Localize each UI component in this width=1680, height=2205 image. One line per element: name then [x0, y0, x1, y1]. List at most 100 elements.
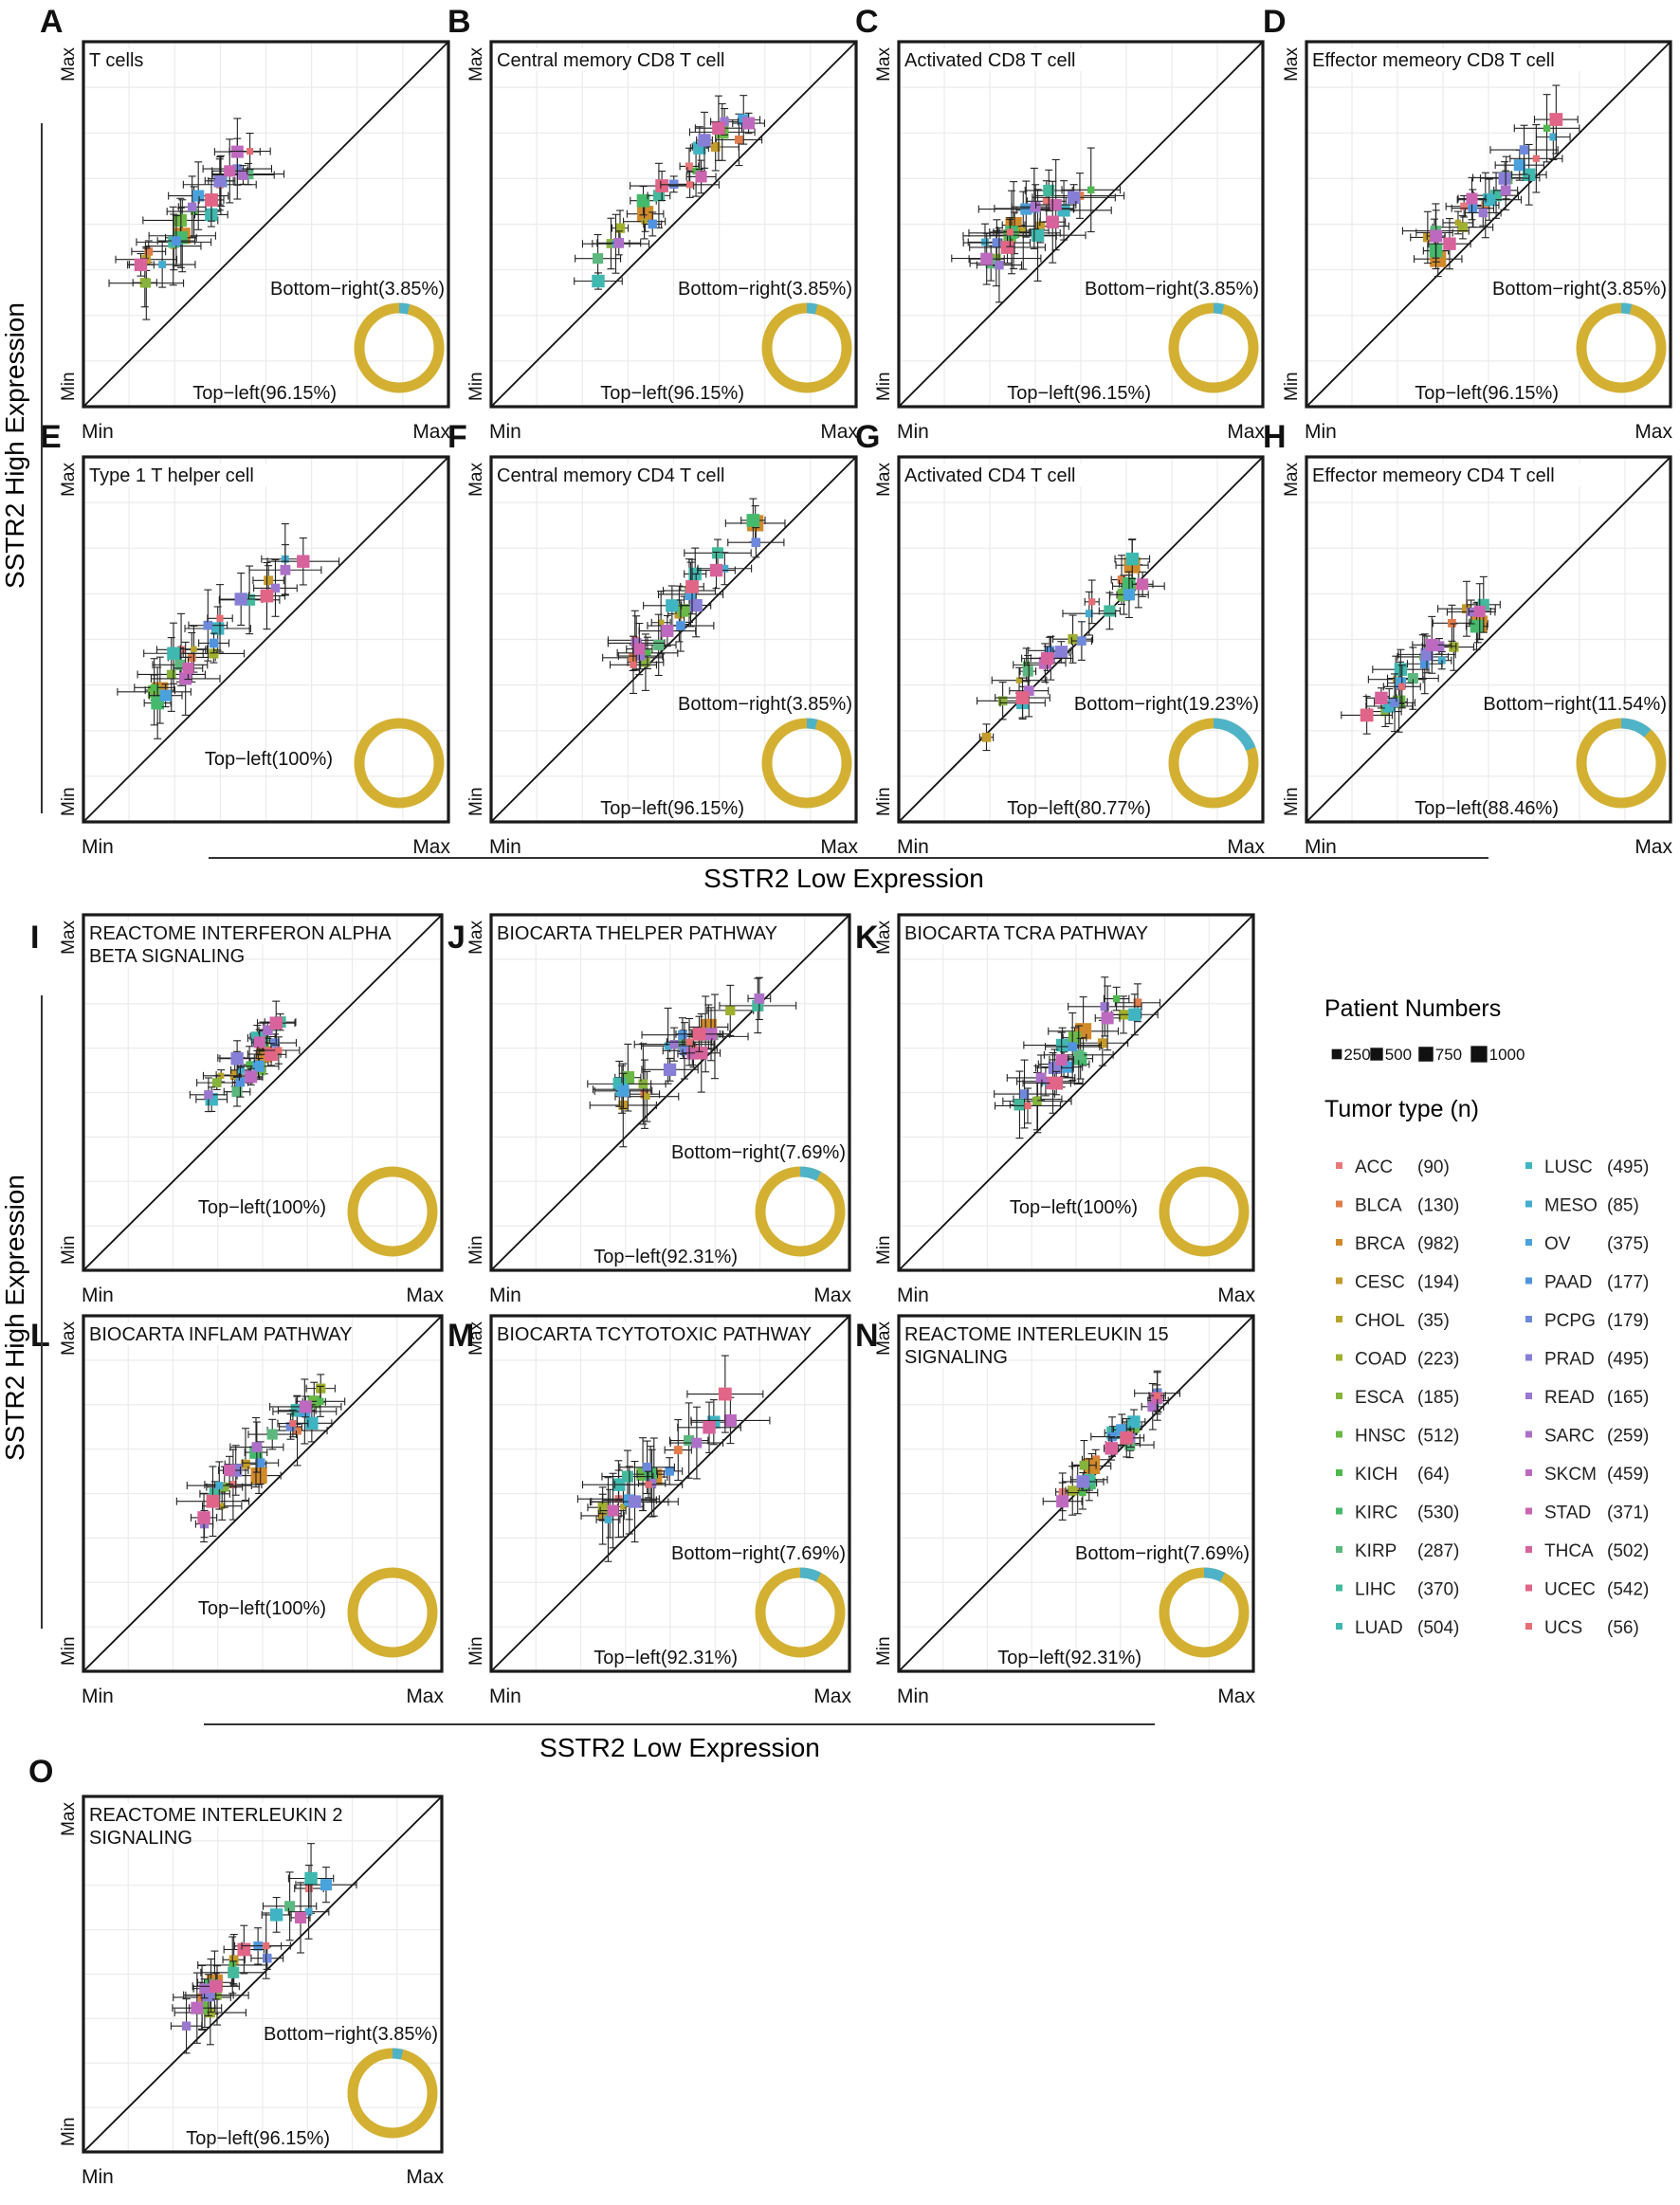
point-ucec [247, 561, 286, 630]
point-marker [1468, 203, 1478, 213]
panel-c: C Activated CD8 T cell Min Max Min Max Bottom−… [855, 4, 1265, 443]
legend-item-ucs: UCS (56) [1525, 1618, 1639, 1638]
point-marker [1043, 184, 1055, 196]
point-marker [144, 246, 154, 256]
legend-swatch [1336, 1316, 1342, 1322]
point-marker [190, 208, 198, 215]
point-marker [644, 649, 651, 657]
top-left-label: Top−left(100%) [205, 749, 333, 770]
legend-swatch [1336, 1546, 1342, 1553]
point-marker [1054, 646, 1068, 659]
point-marker [1087, 186, 1095, 193]
point-prad [1062, 1471, 1105, 1491]
legend-count: (370) [1417, 1580, 1459, 1600]
point-marker [685, 162, 693, 171]
points [108, 118, 285, 320]
point-marker [698, 134, 711, 147]
point-skcm [690, 1396, 771, 1445]
panel-title-bg [903, 1345, 999, 1368]
top-left-label: Top−left(92.31%) [593, 1648, 738, 1668]
point-sarc [607, 615, 666, 671]
legend-name: LIHC [1355, 1580, 1396, 1600]
legend-count: (542) [1607, 1580, 1649, 1600]
legend-swatch [1525, 1277, 1532, 1285]
point-marker [1020, 227, 1027, 234]
point-marker [251, 1442, 263, 1452]
x-tick-max: Max [406, 2166, 444, 2188]
point-marker [218, 1503, 226, 1509]
legend-swatch [1336, 1507, 1342, 1515]
size-key-marker [1370, 1048, 1383, 1061]
point-stad [599, 1472, 627, 1549]
point-marker [980, 252, 994, 265]
point-marker [746, 514, 760, 527]
legend-count: (35) [1417, 1311, 1450, 1331]
legend-item-hnsc: HNSC (512) [1336, 1427, 1459, 1447]
diagonal-line [898, 41, 1264, 408]
y-tick-min: Min [59, 1235, 79, 1265]
point-marker [1006, 228, 1013, 236]
point-marker [1015, 691, 1030, 704]
top-left-label: Top−left(96.15%) [1007, 383, 1151, 404]
point-marker [664, 1042, 672, 1050]
point-skcm [1042, 1482, 1083, 1521]
point-marker [653, 639, 665, 650]
point-marker [260, 589, 274, 603]
donut-bottom-right-arc [398, 302, 411, 315]
donut-bottom-right-arc [806, 302, 818, 315]
legend-item-acc: ACC (90) [1336, 1157, 1450, 1177]
point-marker [297, 555, 310, 568]
panel-frame [489, 1314, 851, 1673]
legend-count: (495) [1607, 1350, 1649, 1370]
y-tick-max: Max [874, 1321, 894, 1356]
bottom-right-label: Bottom−right(3.85%) [1085, 279, 1259, 300]
donut-bottom-right-arc [806, 718, 818, 730]
point-marker [238, 170, 248, 180]
point-marker [1470, 619, 1484, 633]
legend-swatch [1336, 1200, 1342, 1208]
top-left-label: Top−left(100%) [1010, 1197, 1138, 1218]
panel-title: Central memory CD8 T cell [497, 50, 724, 71]
point-marker [1100, 1002, 1110, 1011]
legend-count: (165) [1607, 1388, 1649, 1408]
point-marker [134, 258, 148, 272]
legend-count: (56) [1607, 1618, 1639, 1638]
donut-top-left-arc [755, 1567, 846, 1658]
point-chol [991, 666, 1048, 694]
point-marker [718, 1387, 732, 1401]
panel-d: D Effector memeory CD8 T cell Min Max Min Max… [1263, 4, 1672, 443]
ratio-donut [755, 1567, 846, 1658]
point-marker [284, 1901, 296, 1912]
legend-item-ucec: UCEC (542) [1525, 1580, 1649, 1600]
point-marker [1420, 647, 1433, 662]
point-ucs [1084, 579, 1100, 625]
x-tick-min: Min [489, 1285, 521, 1306]
point-ucec [1108, 1418, 1145, 1458]
legend-count: (177) [1607, 1273, 1649, 1293]
panel-frame [489, 40, 858, 409]
y-tick-min: Min [874, 372, 894, 401]
point-marker [199, 1983, 210, 1995]
point-marker [695, 1047, 708, 1060]
point-marker [644, 1093, 650, 1100]
point-marker [691, 1437, 703, 1449]
panel-letter: O [28, 1754, 53, 1790]
point-marker [633, 643, 646, 655]
legend-swatch [1336, 1277, 1342, 1285]
point-marker [237, 1942, 251, 1957]
point-marker [179, 672, 192, 685]
point-kirc [740, 498, 766, 543]
point-ov [1109, 571, 1149, 619]
point-marker [1024, 1102, 1032, 1110]
y-tick-min: Min [874, 1636, 894, 1666]
point-stad [1457, 176, 1487, 221]
panel-title: Type 1 T helper cell [89, 465, 254, 486]
points [1042, 1370, 1181, 1521]
point-prad [1032, 184, 1116, 211]
legend-item-read: READ (165) [1525, 1388, 1649, 1408]
point-ucs [1148, 1370, 1166, 1421]
x-tick-min: Min [489, 1686, 521, 1707]
